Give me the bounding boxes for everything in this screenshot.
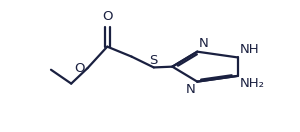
Text: O: O <box>102 10 112 23</box>
Text: O: O <box>74 62 85 75</box>
Text: NH₂: NH₂ <box>240 77 265 90</box>
Text: NH: NH <box>239 43 259 56</box>
Text: N: N <box>198 37 208 50</box>
Text: N: N <box>186 83 195 96</box>
Text: S: S <box>150 54 158 67</box>
